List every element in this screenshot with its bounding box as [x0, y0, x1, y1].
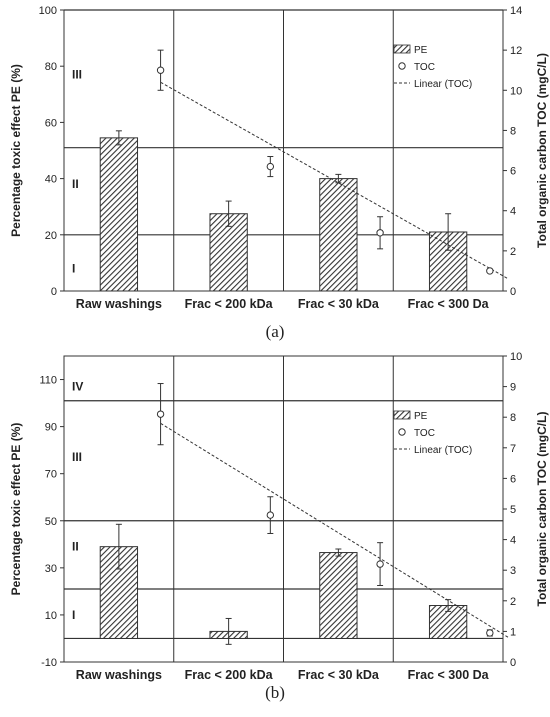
chart-b-toc-trend-line [160, 422, 509, 638]
chart-a-category-label: Frac < 300 Da [408, 297, 490, 311]
chart-a-y-tick-label: 20 [45, 230, 57, 242]
chart-a-toc-point [266, 162, 275, 171]
chart-b-toc-point [156, 410, 165, 418]
chart-b-y-tick-label: 110 [39, 375, 57, 387]
chart-b-toc-point [266, 511, 275, 519]
chart-b-y2-tick-label: 7 [510, 443, 516, 455]
chart-b-category-label: Frac < 30 kDa [298, 668, 380, 682]
chart-b-y2-tick-label: 3 [510, 565, 516, 577]
chart-b-zone-label: I [72, 608, 75, 622]
chart-b-y2-tick-label: 10 [510, 351, 522, 363]
chart-a-pe-bar [428, 231, 468, 292]
chart-a-toc-trend-line [160, 81, 509, 280]
chart-a-legend-pe-swatch [393, 44, 411, 54]
chart-a-pe-bar [319, 178, 358, 292]
chart-b-y-tick-label: 30 [45, 563, 57, 575]
chart-b-y-tick-label: 50 [45, 516, 57, 528]
chart-a-category-label: Frac < 200 kDa [185, 297, 274, 311]
chart-a-y-tick-label: 80 [45, 61, 57, 73]
chart-b-category-label: Frac < 200 kDa [185, 668, 274, 682]
chart-b-category-label: Frac < 300 Da [408, 668, 490, 682]
chart-b-y-tick-label: 90 [45, 422, 57, 434]
chart-b-zone-label: III [72, 450, 82, 464]
chart-a-toc-point [156, 66, 165, 74]
chart-a-zone-label: I [72, 262, 75, 276]
chart-b-legend-pe-swatch [393, 410, 411, 420]
chart-a-y-tick-label: 60 [45, 117, 57, 129]
chart-a-y-axis-title: Percentage toxic effect PE (%) [9, 64, 23, 237]
chart-a-zone-label: II [72, 177, 79, 191]
chart-a-y-tick-label: 40 [45, 174, 57, 186]
chart-a-y2-tick-label: 0 [510, 286, 516, 298]
chart-b-y2-tick-label: 6 [510, 473, 516, 485]
chart-a-y2-tick-label: 8 [510, 125, 516, 137]
chart-b-y2-tick-label: 2 [510, 596, 516, 608]
chart-a-y2-tick-label: 6 [510, 166, 516, 178]
chart-b-y2-tick-label: 0 [510, 657, 516, 669]
chart-a-category-label: Raw washings [76, 297, 162, 311]
chart-b-y-tick-label: 10 [45, 610, 57, 622]
chart-b-y2-tick-label: 1 [510, 626, 516, 638]
chart-b-legend-trend-label: Linear (TOC) [414, 445, 472, 456]
chart-a-panel-label: (a) [266, 322, 285, 341]
chart-a-y-tick-label: 0 [51, 286, 57, 298]
chart-a-pe-bar [99, 137, 139, 292]
chart-b-y-tick-label: 70 [45, 469, 57, 481]
chart-a-category-label: Frac < 30 kDa [298, 297, 380, 311]
chart-b-toc-point [376, 560, 384, 568]
chart-a-toc-point [376, 229, 384, 237]
chart-a-y2-tick-label: 10 [510, 85, 522, 97]
chart-b-pe-bar [319, 552, 358, 639]
chart-b-legend-pe-label: PE [414, 411, 428, 422]
chart-b-y2-axis-title: Total organic carbon TOC (mgC/L) [535, 412, 549, 607]
chart-b-y-tick-label: -10 [41, 657, 57, 669]
chart-b-category-label: Raw washings [76, 668, 162, 682]
chart-a-toc-point [486, 267, 494, 275]
chart-b-y2-tick-label: 5 [510, 504, 516, 516]
chart-a-y2-tick-label: 2 [510, 246, 516, 258]
chart-b-y2-tick-label: 4 [510, 535, 516, 547]
chart-b-y2-tick-label: 8 [510, 412, 516, 424]
chart-b-y-axis-title: Percentage toxic effect PE (%) [9, 423, 23, 596]
chart-a-legend-pe-label: PE [414, 45, 428, 56]
chart-a-y2-axis-title: Total organic carbon TOC (mgC/L) [535, 53, 549, 248]
chart-a-legend-toc-label: TOC [414, 62, 435, 73]
chart-a-zone-label: IV [72, 0, 83, 3]
chart-b-legend-toc-marker [398, 428, 406, 436]
chart-b-zone-label: IV [72, 380, 83, 394]
chart-b-y2-tick-label: 9 [510, 382, 516, 394]
chart-a-y2-tick-label: 4 [510, 206, 516, 218]
chart-a-legend-trend-label: Linear (TOC) [414, 79, 472, 90]
chart-b-toc-point [486, 629, 494, 637]
chart-a-legend-toc-marker [398, 62, 406, 70]
chart-a-y2-tick-label: 12 [510, 45, 522, 57]
chart-b-legend-toc-label: TOC [414, 428, 435, 439]
chart-a-zone-label: III [72, 68, 82, 82]
chart-b-panel-label: (b) [265, 683, 285, 702]
chart-a-y2-tick-label: 14 [510, 5, 522, 17]
chart-a-y-tick-label: 100 [39, 5, 57, 17]
chart-b-zone-label: II [72, 540, 79, 554]
